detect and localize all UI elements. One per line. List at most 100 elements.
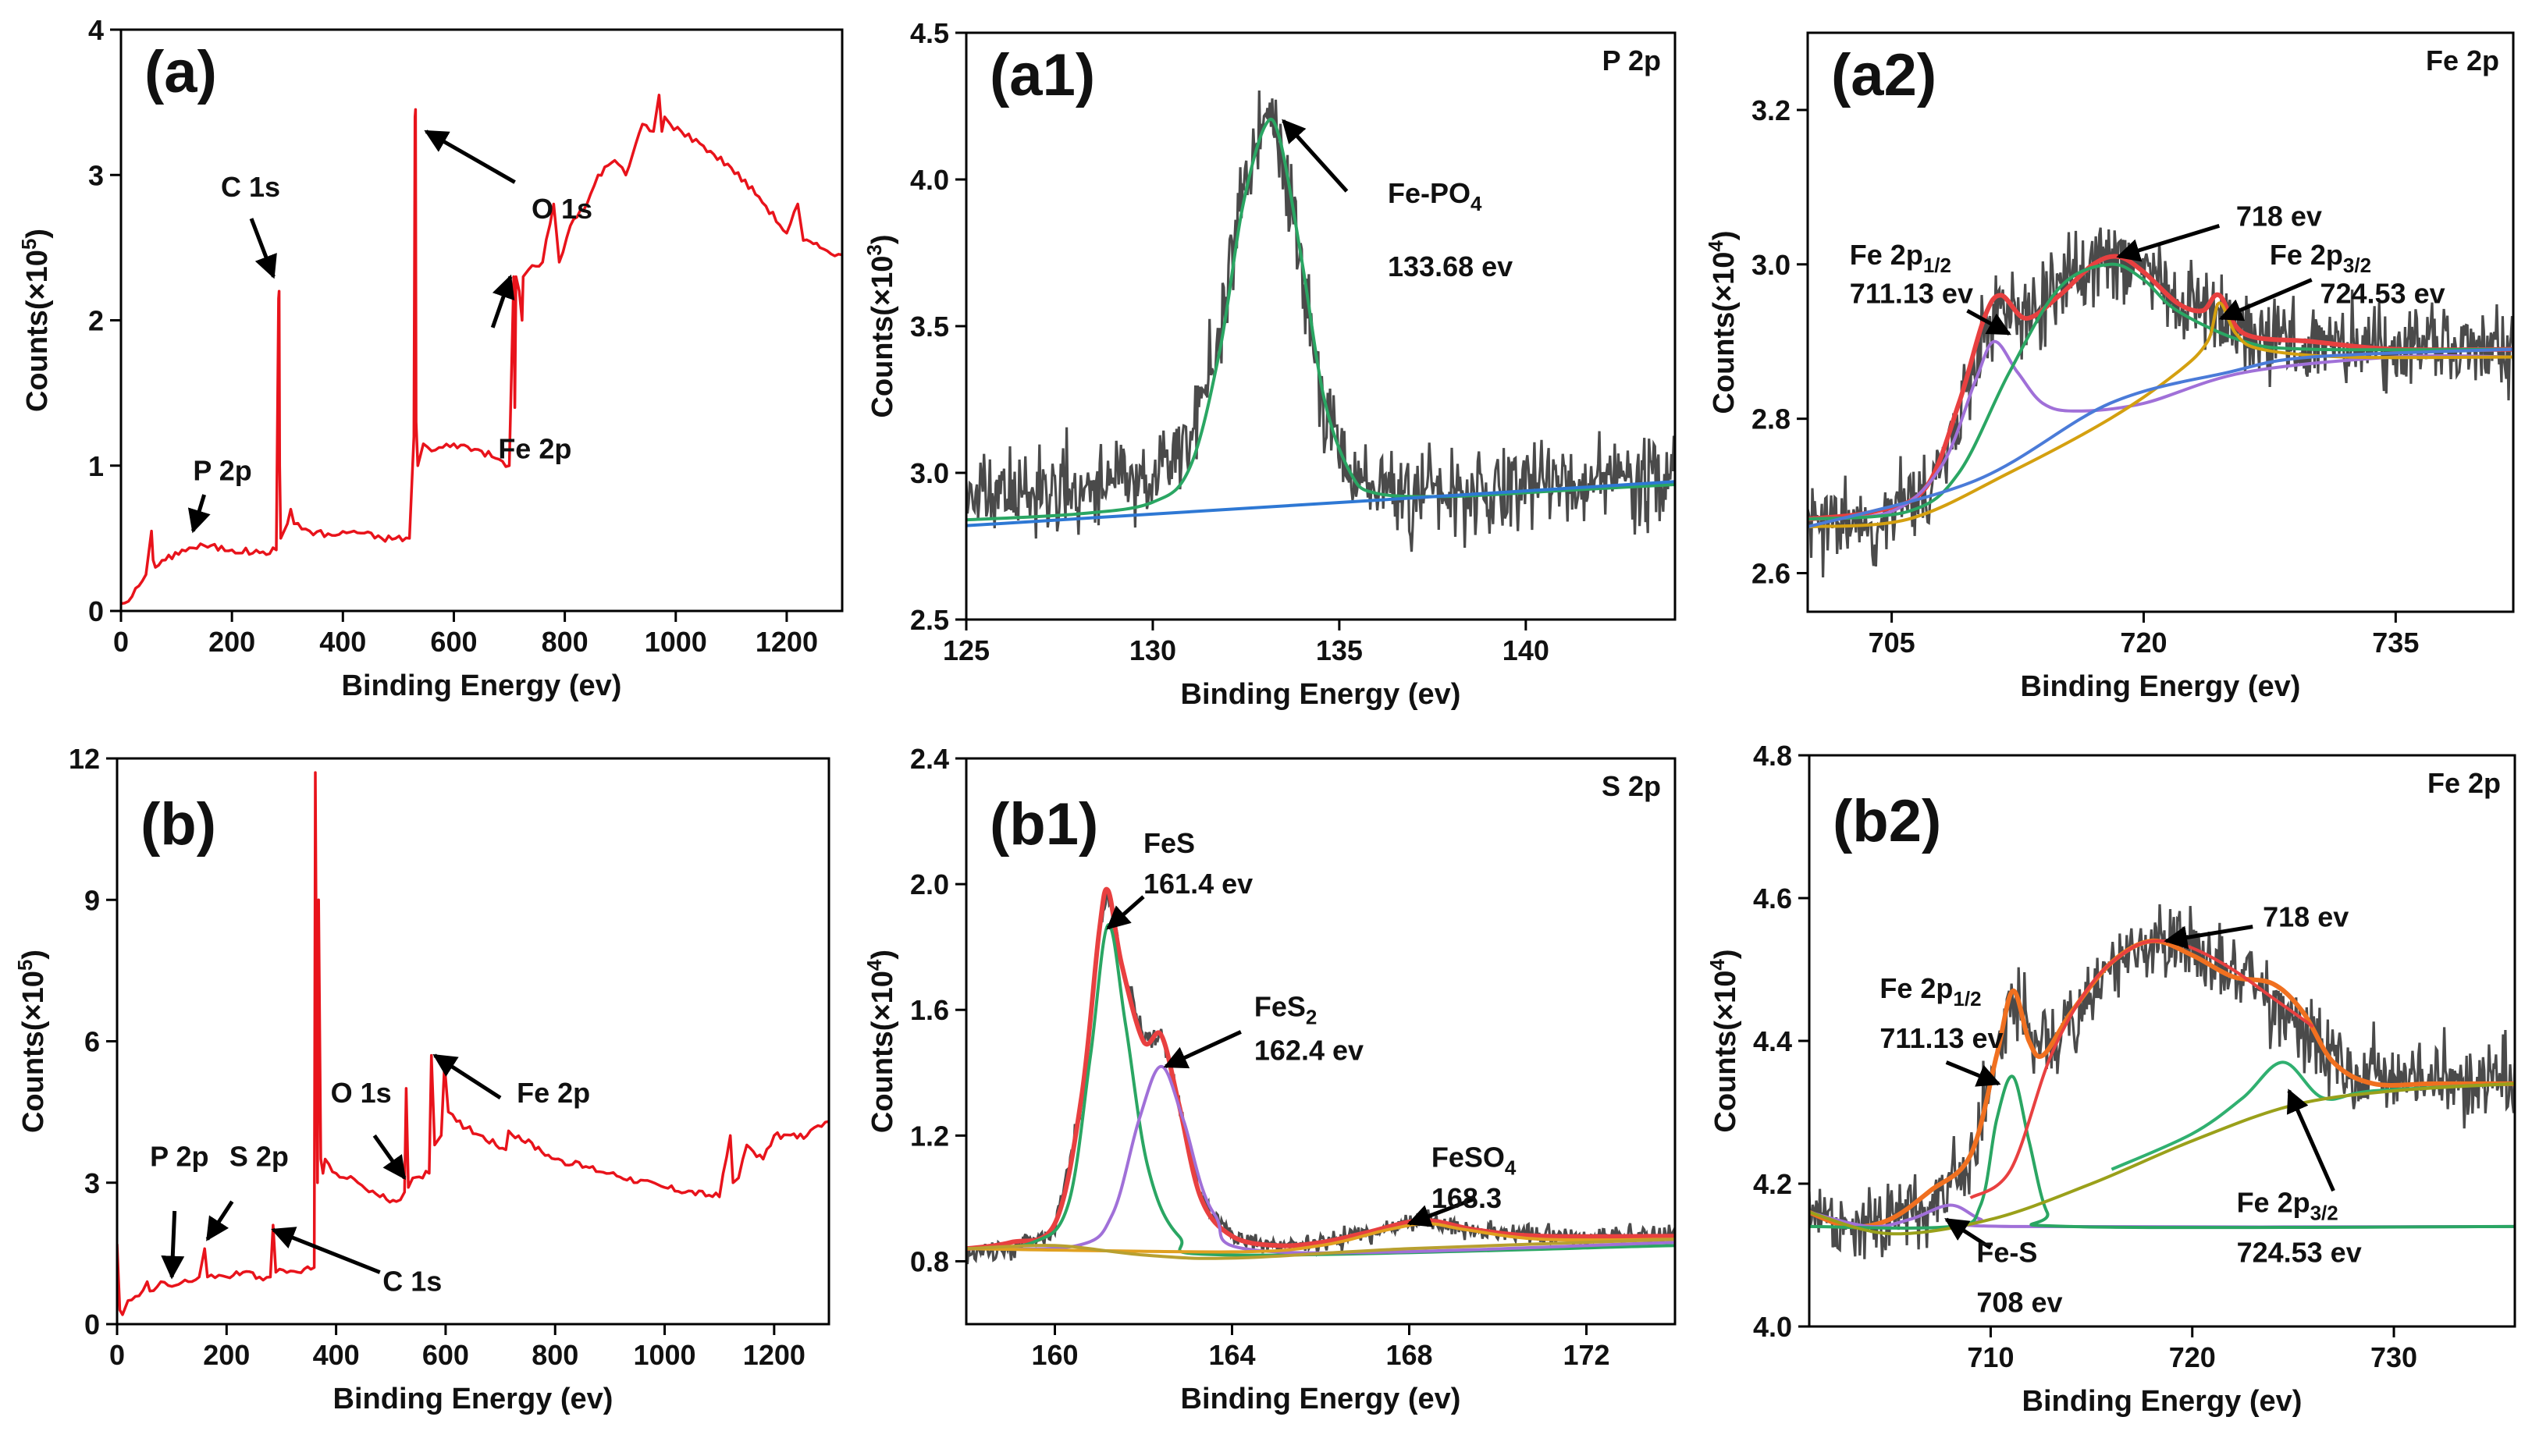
y-tick-label-a1: 3.5 xyxy=(910,311,949,343)
y-tick-label-a1: 3.0 xyxy=(910,457,949,489)
annotation-b2-4: 708 ev xyxy=(1976,1287,2062,1319)
y-tick-label-a1: 2.5 xyxy=(910,604,949,636)
y-tick-label-b: 9 xyxy=(84,884,100,916)
y-tick-label-a1: 4.0 xyxy=(910,164,949,196)
series-b1-raw xyxy=(966,890,1675,1265)
series-b2-718-satellite xyxy=(1969,939,2314,1200)
y-tick-label-a: 2 xyxy=(88,305,104,337)
annotation-arrow-b2 xyxy=(2164,925,2253,950)
plot-area-a1 xyxy=(966,90,1675,552)
series-a1-background xyxy=(966,480,1675,527)
x-tick-label-b: 200 xyxy=(203,1339,250,1371)
annotation-a-3: Fe 2p xyxy=(498,432,571,464)
x-axis-label-b: Binding Energy (ev) xyxy=(333,1383,613,1415)
annotation-b1-1: 161.4 ev xyxy=(1143,868,1253,900)
panel-b: 0 200 400 600 800 1000 1200 0 3 6 9 12 Binding Energ… xyxy=(13,743,830,1415)
annotation-arrow-b xyxy=(161,1210,185,1280)
y-tick-label-b2: 4.4 xyxy=(1753,1025,1792,1057)
y-tick-label-a: 0 xyxy=(88,595,104,627)
annotation-a1-1: 133.68 ev xyxy=(1388,250,1513,282)
series-a1-fit xyxy=(966,117,1675,522)
series-a2-background xyxy=(1808,347,2513,529)
y-tick-label-b1: 1.6 xyxy=(910,994,949,1026)
annotation-arrow-b1 xyxy=(1106,895,1145,930)
x-axis-label-a: Binding Energy (ev) xyxy=(342,669,622,702)
panel-label-b2: (b2) xyxy=(1833,788,1941,854)
x-tick-label-a1: 130 xyxy=(1129,634,1176,666)
y-tick-label-a: 3 xyxy=(88,159,104,191)
y-tick-label-a2: 2.6 xyxy=(1751,558,1791,590)
axes-frame-b xyxy=(116,757,830,1326)
panel-corner-label-b1: S 2p xyxy=(1602,770,1661,802)
x-tick-label-b: 0 xyxy=(109,1339,125,1371)
x-tick-label-b: 800 xyxy=(532,1339,578,1371)
x-tick-label-b: 600 xyxy=(422,1339,469,1371)
x-axis-label-b2: Binding Energy (ev) xyxy=(2022,1385,2303,1418)
x-tick-label-b1: 168 xyxy=(1385,1339,1432,1371)
annotation-b1-4: FeSO4 xyxy=(1431,1142,1517,1180)
y-tick-label-b: 3 xyxy=(84,1167,100,1199)
series-b1-envelope xyxy=(966,886,1675,1252)
series-b2-background xyxy=(1809,1081,2515,1236)
annotation-b-2: O 1s xyxy=(331,1077,392,1109)
x-axis-label-b1: Binding Energy (ev) xyxy=(1181,1383,1461,1415)
x-tick-label-b2: 730 xyxy=(2370,1341,2417,1373)
series-a2-fe-2p1-2 xyxy=(1808,339,2513,521)
annotation-arrow-b1 xyxy=(1406,1196,1477,1227)
annotation-arrow-b2 xyxy=(2286,1088,2335,1192)
panel-label-a2: (a2) xyxy=(1831,42,1936,108)
y-tick-label-b: 12 xyxy=(69,743,100,775)
plot-area-b1 xyxy=(966,886,1675,1265)
annotation-b1-3: 162.4 ev xyxy=(1254,1035,1364,1067)
annotation-b1-0: FeS xyxy=(1143,827,1195,859)
annotation-a-0: P 2p xyxy=(193,454,251,486)
x-tick-label-b: 1200 xyxy=(743,1339,805,1371)
annotation-a2-0: Fe 2p1/2 xyxy=(1850,239,1951,277)
y-tick-label-b2: 4.0 xyxy=(1753,1311,1792,1343)
x-tick-label-b1: 160 xyxy=(1031,1339,1078,1371)
series-a1-raw xyxy=(966,90,1675,552)
annotation-b1-2: FeS2 xyxy=(1254,990,1318,1028)
x-tick-label-b1: 164 xyxy=(1208,1339,1255,1371)
y-tick-label-b1: 0.8 xyxy=(910,1245,949,1277)
x-tick-label-b: 400 xyxy=(313,1339,360,1371)
annotation-arrow-a2 xyxy=(2116,223,2221,262)
panel-a1: 125 130 135 140 2.5 3.0 3.5 4.0 4.5 Binding Energ… xyxy=(862,17,1677,711)
y-tick-label-b: 0 xyxy=(84,1309,100,1341)
series-b2-raw xyxy=(1809,904,2515,1259)
annotation-arrow-b1 xyxy=(1163,1030,1242,1069)
x-tick-label-a: 600 xyxy=(430,626,477,658)
series-b-survey xyxy=(117,771,829,1316)
panel-b2: 710 720 730 4.0 4.2 4.4 4.6 4.8 Binding Energy (… xyxy=(1705,740,2516,1418)
y-tick-label-a: 1 xyxy=(88,450,104,482)
series-b1-feso4 xyxy=(966,1222,1675,1254)
annotation-b2-0: Fe 2p1/2 xyxy=(1879,972,1981,1010)
annotation-a2-2: 718 ev xyxy=(2236,200,2322,232)
annotation-arrow-a1 xyxy=(1282,119,1349,193)
y-tick-label-a2: 3.0 xyxy=(1751,249,1791,281)
x-axis-label-a2: Binding Energy (ev) xyxy=(2021,670,2301,703)
annotation-arrow-b xyxy=(271,1227,381,1274)
panel-a: 0 200 400 600 800 1000 1200 0 1 2 3 4 Binding Energy… xyxy=(17,14,844,702)
panel-corner-label-a1: P 2p xyxy=(1602,44,1661,76)
series-a-survey xyxy=(121,94,842,605)
series-a2-raw xyxy=(1808,227,2513,578)
annotation-arrow-a2 xyxy=(1966,308,2011,336)
x-tick-label-b: 1000 xyxy=(633,1339,695,1371)
y-axis-label-a1: Counts(×103) xyxy=(862,234,899,417)
y-tick-label-a: 4 xyxy=(88,14,104,46)
annotation-a2-1: 711.13 ev xyxy=(1850,277,1973,309)
annotation-b2-6: 724.53 ev xyxy=(2237,1237,2362,1269)
x-tick-label-a1: 125 xyxy=(943,634,990,666)
x-tick-label-b1: 172 xyxy=(1563,1339,1609,1371)
axes-frame-a2 xyxy=(1806,31,2515,613)
annotation-arrow-a xyxy=(187,494,211,534)
annotation-b2-3: Fe-S xyxy=(1976,1237,2037,1269)
y-tick-label-b1: 1.2 xyxy=(910,1120,949,1152)
y-tick-label-b: 6 xyxy=(84,1026,100,1058)
panel-label-b: (b) xyxy=(140,791,216,858)
y-axis-label-a2: Counts(×104) xyxy=(1704,230,1741,414)
axes-frame-b1 xyxy=(965,757,1677,1326)
series-b1-background xyxy=(966,1238,1675,1260)
